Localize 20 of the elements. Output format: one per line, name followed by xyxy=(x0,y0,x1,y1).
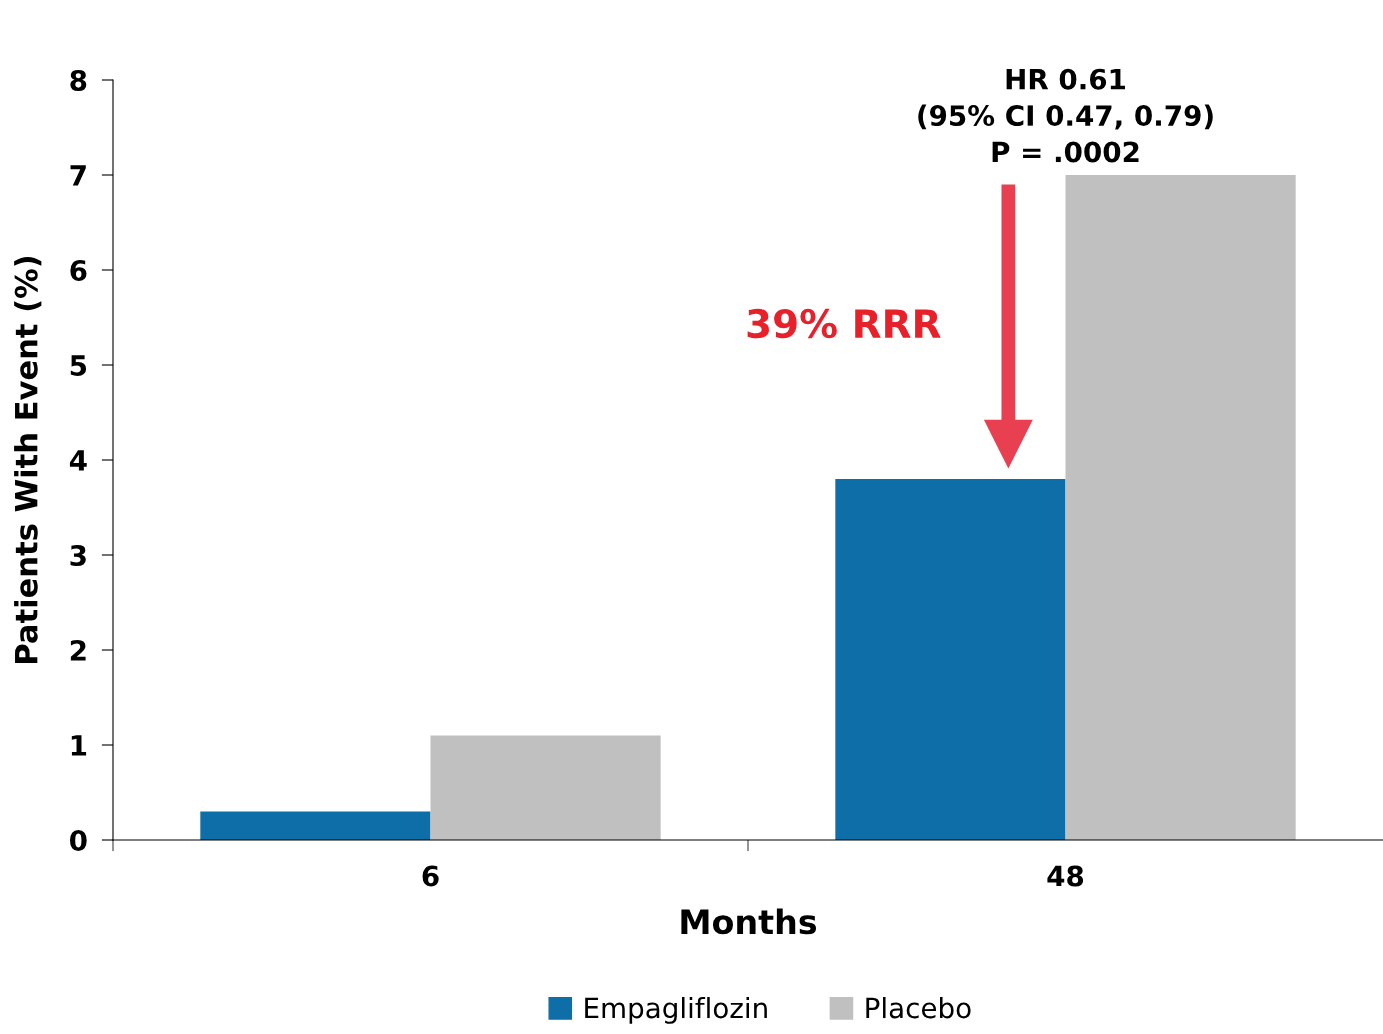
y-tick-label: 6 xyxy=(70,259,87,281)
x-axis-title: Months xyxy=(681,908,817,935)
y-tick-label: 8 xyxy=(70,69,87,91)
y-tick-label: 2 xyxy=(70,639,86,661)
bar xyxy=(430,735,661,840)
annotation: 39% RRR xyxy=(747,308,941,339)
bar xyxy=(1065,175,1296,840)
bar xyxy=(835,479,1066,840)
legend-label: Placebo xyxy=(866,996,971,1019)
annotation: HR 0.61 (95% CI 0.47, 0.79) P = .0002 xyxy=(918,68,1213,163)
y-tick-label: 0 xyxy=(70,829,87,851)
y-tick-label: 1 xyxy=(71,735,87,756)
y-tick-label: 7 xyxy=(70,165,86,186)
y-tick-label: 3 xyxy=(70,544,86,566)
y-axis-title: Patients With Event (%) xyxy=(14,256,42,663)
bar xyxy=(200,811,431,840)
legend-label: Empagliflozin xyxy=(585,996,767,1024)
y-tick-label: 4 xyxy=(69,450,87,471)
x-tick-label: 48 xyxy=(1047,865,1084,887)
y-tick-label: 5 xyxy=(70,355,87,376)
